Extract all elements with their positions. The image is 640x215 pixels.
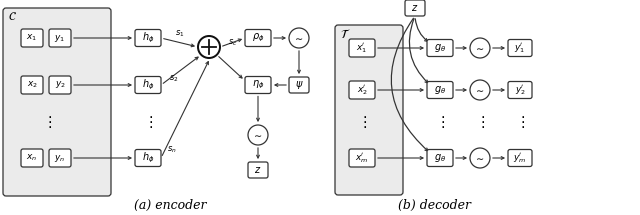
FancyBboxPatch shape bbox=[49, 76, 71, 94]
Text: $x_1'$: $x_1'$ bbox=[356, 41, 367, 55]
Text: $y_2$: $y_2$ bbox=[54, 80, 65, 91]
FancyBboxPatch shape bbox=[335, 25, 403, 195]
Circle shape bbox=[289, 28, 309, 48]
Text: $\vdots$: $\vdots$ bbox=[143, 114, 153, 130]
Text: $h_\phi$: $h_\phi$ bbox=[142, 78, 154, 92]
Text: $y_n$: $y_n$ bbox=[54, 152, 65, 163]
Text: $y_m'$: $y_m'$ bbox=[513, 151, 527, 165]
Text: $\vdots$: $\vdots$ bbox=[435, 114, 445, 130]
Text: $s_2$: $s_2$ bbox=[169, 74, 179, 84]
FancyBboxPatch shape bbox=[508, 149, 532, 166]
Text: $\sim$: $\sim$ bbox=[474, 43, 486, 52]
Text: $s_n$: $s_n$ bbox=[167, 145, 177, 155]
FancyBboxPatch shape bbox=[135, 77, 161, 94]
Text: $x_2$: $x_2$ bbox=[26, 80, 38, 90]
Text: $z$: $z$ bbox=[412, 3, 419, 13]
Text: $\sim$: $\sim$ bbox=[474, 154, 486, 163]
Text: $x_m'$: $x_m'$ bbox=[355, 151, 369, 165]
Text: $y_2'$: $y_2'$ bbox=[515, 83, 525, 97]
FancyBboxPatch shape bbox=[289, 77, 309, 93]
Text: (b) decoder: (b) decoder bbox=[399, 198, 472, 212]
Circle shape bbox=[470, 148, 490, 168]
Text: $\vdots$: $\vdots$ bbox=[42, 114, 52, 130]
FancyBboxPatch shape bbox=[135, 29, 161, 46]
Text: $\vdots$: $\vdots$ bbox=[475, 114, 485, 130]
Circle shape bbox=[248, 125, 268, 145]
FancyBboxPatch shape bbox=[427, 40, 453, 57]
Text: $\sim$: $\sim$ bbox=[474, 86, 486, 95]
FancyBboxPatch shape bbox=[349, 39, 375, 57]
FancyBboxPatch shape bbox=[3, 8, 111, 196]
Text: $\eta_\phi$: $\eta_\phi$ bbox=[252, 79, 264, 91]
Text: $g_\theta$: $g_\theta$ bbox=[434, 84, 446, 96]
FancyBboxPatch shape bbox=[49, 149, 71, 167]
Text: $s_c$: $s_c$ bbox=[228, 38, 237, 48]
FancyBboxPatch shape bbox=[21, 29, 43, 47]
Text: $\sim$: $\sim$ bbox=[252, 131, 264, 140]
FancyBboxPatch shape bbox=[21, 76, 43, 94]
Text: $x_1$: $x_1$ bbox=[26, 33, 38, 43]
Text: $z$: $z$ bbox=[254, 165, 262, 175]
FancyBboxPatch shape bbox=[405, 0, 425, 16]
FancyBboxPatch shape bbox=[508, 81, 532, 98]
Text: $y_1$: $y_1$ bbox=[54, 32, 65, 43]
Text: $h_\phi$: $h_\phi$ bbox=[142, 31, 154, 45]
Text: $\sim$: $\sim$ bbox=[294, 34, 305, 43]
Text: $g_\theta$: $g_\theta$ bbox=[434, 42, 446, 54]
FancyBboxPatch shape bbox=[427, 81, 453, 98]
FancyBboxPatch shape bbox=[508, 40, 532, 57]
Circle shape bbox=[198, 36, 220, 58]
Text: $x_2'$: $x_2'$ bbox=[356, 83, 367, 97]
FancyBboxPatch shape bbox=[245, 29, 271, 46]
Text: $\vdots$: $\vdots$ bbox=[357, 114, 367, 130]
Text: $y_1'$: $y_1'$ bbox=[515, 41, 525, 55]
Text: $g_\theta$: $g_\theta$ bbox=[434, 152, 446, 164]
FancyBboxPatch shape bbox=[135, 149, 161, 166]
FancyBboxPatch shape bbox=[349, 149, 375, 167]
Text: $s_1$: $s_1$ bbox=[175, 29, 184, 39]
Text: $h_\phi$: $h_\phi$ bbox=[142, 151, 154, 165]
Circle shape bbox=[470, 38, 490, 58]
Text: $\vdots$: $\vdots$ bbox=[515, 114, 525, 130]
FancyBboxPatch shape bbox=[21, 149, 43, 167]
Text: $x_n$: $x_n$ bbox=[26, 153, 38, 163]
Text: $\mathcal{T}$: $\mathcal{T}$ bbox=[340, 28, 351, 40]
Circle shape bbox=[470, 80, 490, 100]
FancyBboxPatch shape bbox=[248, 162, 268, 178]
Text: $\psi$: $\psi$ bbox=[294, 79, 303, 91]
FancyBboxPatch shape bbox=[349, 81, 375, 99]
Text: $\rho_\phi$: $\rho_\phi$ bbox=[252, 32, 264, 44]
FancyBboxPatch shape bbox=[245, 77, 271, 94]
Text: (a) encoder: (a) encoder bbox=[134, 198, 206, 212]
Text: $\mathcal{C}$: $\mathcal{C}$ bbox=[8, 9, 17, 23]
FancyBboxPatch shape bbox=[49, 29, 71, 47]
FancyBboxPatch shape bbox=[427, 149, 453, 166]
